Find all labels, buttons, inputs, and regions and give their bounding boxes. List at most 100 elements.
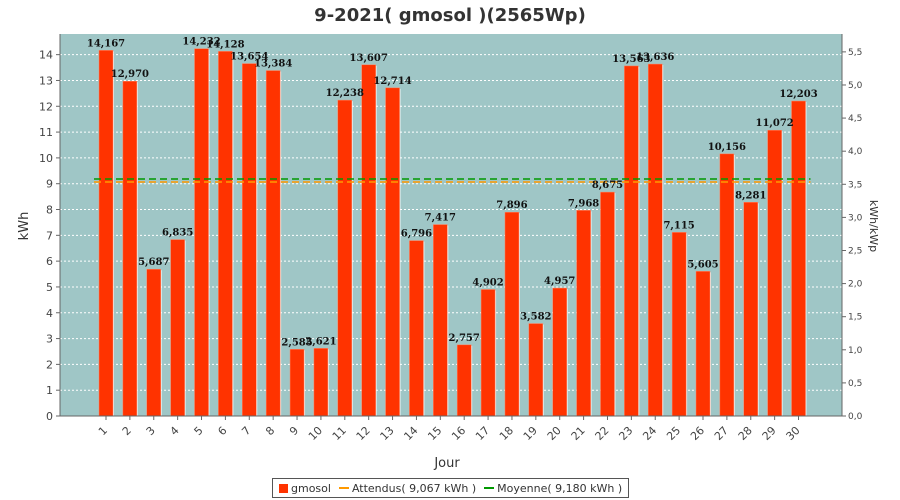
y-tick-label: 3	[46, 333, 53, 346]
bar	[791, 100, 806, 417]
bar	[552, 287, 567, 417]
legend-label: Moyenne( 9,180 kWh )	[497, 481, 623, 495]
data-label: 14,167	[87, 38, 125, 49]
bar	[98, 50, 114, 417]
bar	[743, 202, 759, 417]
data-label: 12,203	[779, 89, 817, 100]
x-tick-label: 18	[497, 424, 516, 443]
y2-tick-label: 1,5	[848, 313, 862, 323]
x-tick-label: 27	[712, 424, 731, 443]
y2-axis-title: kWh/kWp	[867, 200, 880, 252]
data-label: 12,970	[111, 69, 149, 80]
legend-swatch	[484, 487, 495, 489]
data-label: 2,585	[281, 337, 312, 348]
y-axis-title: kWh	[17, 212, 32, 241]
y2-tick-label: 2,5	[848, 246, 862, 256]
x-tick-label: 2	[120, 424, 134, 438]
x-tick-label: 11	[330, 424, 349, 443]
data-label: 12,714	[373, 76, 411, 87]
bar	[433, 224, 448, 417]
x-tick-label: 29	[760, 424, 779, 443]
y-tick-label: 0	[46, 410, 53, 423]
bar	[337, 99, 353, 417]
x-axis: 1 2 3 4 5 6 7 8 9 10 11 12 13 14 15 16 17 18 19 20 21 22 23 24 2…	[60, 415, 842, 443]
legend-label: gmosol	[291, 481, 331, 495]
y-tick-label: 6	[46, 255, 53, 268]
bar	[695, 271, 711, 417]
y2-tick-label: 3,5	[848, 180, 862, 190]
x-tick-label: 1	[96, 424, 110, 438]
y-tick-label: 14	[39, 49, 53, 62]
bar	[600, 191, 615, 417]
x-tick-label: 13	[378, 424, 397, 443]
data-label: 7,896	[496, 200, 527, 211]
x-tick-label: 21	[569, 424, 588, 443]
legend-swatch	[279, 483, 288, 493]
x-tick-label: 9	[287, 424, 301, 438]
x-tick-label: 26	[688, 424, 707, 443]
y-tick-label: 12	[39, 100, 53, 113]
x-tick-label: 19	[521, 424, 540, 443]
bar	[456, 344, 472, 417]
bar	[624, 65, 639, 417]
data-label: 5,687	[138, 257, 169, 268]
data-label: 10,156	[708, 142, 746, 153]
x-tick-label: 5	[191, 424, 205, 438]
y-tick-label: 11	[39, 126, 53, 139]
y2-axis: 0,0 0,5 1,0 1,5 2,0 2,5 3,0 3,5 4,0 4,5 5,0 5,5	[841, 34, 863, 422]
bar	[146, 268, 162, 417]
legend-item-moyenne: Moyenne( 9,180 kWh )	[484, 482, 622, 495]
bar	[218, 51, 233, 417]
data-label: 6,796	[401, 229, 432, 240]
data-label: 13,563	[612, 54, 650, 65]
x-tick-label: 24	[640, 424, 659, 443]
y-tick-label: 4	[46, 307, 53, 320]
y-tick-label: 1	[46, 384, 53, 397]
bar	[504, 211, 520, 417]
bar	[122, 80, 138, 417]
x-tick-label: 12	[354, 424, 373, 443]
y2-tick-label: 4,5	[848, 114, 862, 124]
legend-item-attendus: Attendus( 9,067 kWh )	[338, 482, 476, 495]
x-tick-label: 17	[473, 424, 492, 443]
data-label: 6,835	[162, 228, 193, 239]
y-tick-label: 8	[46, 204, 53, 217]
data-label: 4,957	[544, 276, 575, 287]
y-tick-label: 13	[39, 74, 53, 87]
bar	[361, 64, 376, 417]
y-tick-label: 9	[46, 178, 53, 191]
legend-item-gmosol: gmosol	[279, 482, 331, 495]
bar	[313, 348, 329, 417]
data-label: 7,115	[663, 220, 694, 231]
x-tick-label: 22	[593, 424, 612, 443]
x-tick-label: 16	[449, 424, 468, 443]
y2-tick-label: 0,5	[848, 379, 862, 389]
y2-tick-label: 5,5	[848, 48, 862, 58]
y2-tick-label: 1,0	[848, 346, 863, 356]
reference-lines	[94, 178, 811, 183]
data-label: 13,654	[230, 52, 268, 63]
legend-swatch	[338, 487, 349, 489]
y2-tick-label: 5,0	[848, 81, 863, 91]
x-tick-label: 8	[263, 424, 277, 438]
x-tick-label: 20	[545, 424, 564, 443]
bar	[528, 323, 544, 417]
data-label: 13,636	[636, 52, 674, 63]
x-tick-label: 28	[736, 424, 755, 443]
y-tick-label: 5	[46, 281, 53, 294]
x-tick-label: 14	[401, 424, 420, 443]
bar	[265, 70, 281, 417]
data-label: 12,238	[326, 88, 364, 99]
data-label: 13,384	[254, 59, 292, 70]
data-label: 7,968	[568, 198, 599, 209]
bar	[647, 63, 663, 417]
x-tick-label: 10	[306, 424, 325, 443]
plot-area	[60, 34, 842, 416]
bar	[409, 240, 424, 417]
data-label: 8,675	[592, 180, 623, 191]
bar	[480, 289, 496, 417]
y2-tick-label: 0,0	[848, 412, 863, 422]
